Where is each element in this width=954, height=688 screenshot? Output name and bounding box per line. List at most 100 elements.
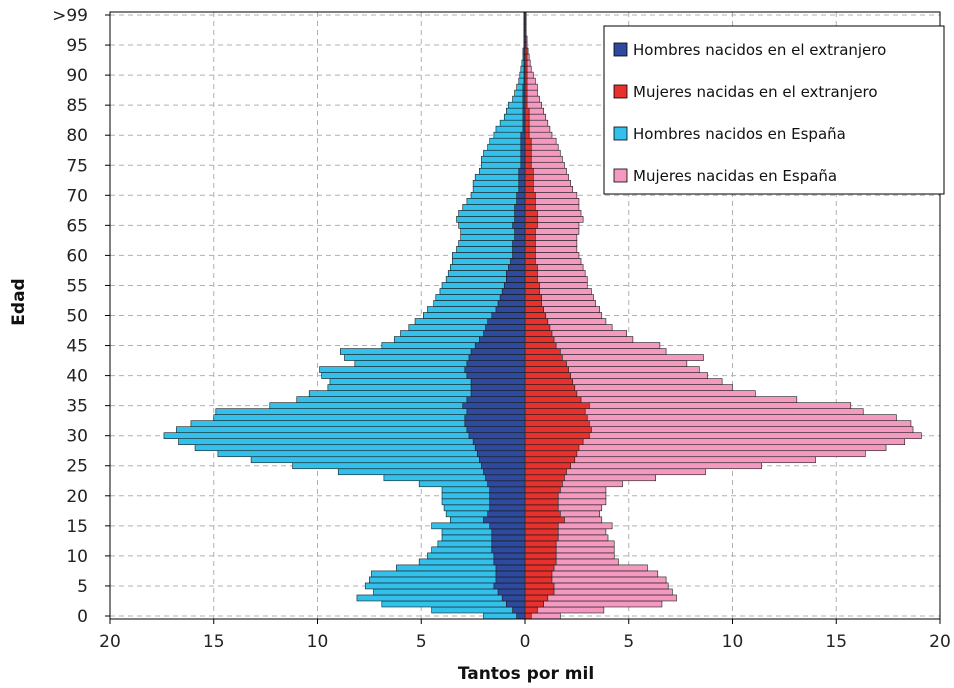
bar-mujeres-extranjero <box>524 179 534 187</box>
y-tick-label: 5 <box>77 577 88 597</box>
bar-hombres-extranjero <box>503 282 526 289</box>
legend-swatch <box>613 126 628 141</box>
bar-hombres-extranjero <box>479 336 526 343</box>
y-tick-label: 0 <box>77 607 88 627</box>
x-tick-label: 20 <box>99 632 121 652</box>
bar-hombres-extranjero <box>518 179 526 187</box>
bar-hombres-extranjero <box>506 270 526 277</box>
x-tick-label: 10 <box>722 632 744 652</box>
y-tick-label: 10 <box>66 547 88 567</box>
bar-hombres-extranjero <box>491 540 526 548</box>
bar-mujeres-extranjero <box>524 546 557 554</box>
bar-mujeres-extranjero <box>524 185 534 193</box>
bar-hombres-extranjero <box>520 161 526 169</box>
bar-mujeres-extranjero <box>524 408 586 415</box>
bar-hombres-extranjero <box>506 600 526 608</box>
y-tick-label: 45 <box>66 337 88 357</box>
bar-mujeres-extranjero <box>524 161 532 169</box>
bar-hombres-extranjero <box>512 606 526 614</box>
bar-mujeres-extranjero <box>524 264 538 271</box>
bar-hombres-extranjero <box>489 504 526 512</box>
bar-mujeres-extranjero <box>524 167 534 175</box>
bar-hombres-extranjero <box>489 486 526 494</box>
bar-mujeres-extranjero <box>524 372 571 379</box>
bar-mujeres-extranjero <box>524 107 530 115</box>
x-tick-label: 10 <box>307 632 329 652</box>
bar-hombres-extranjero <box>520 149 526 157</box>
legend: Hombres nacidos en el extranjero Mujeres … <box>603 25 945 195</box>
bar-mujeres-extranjero <box>524 246 536 253</box>
y-tick-label: 75 <box>66 156 88 176</box>
bar-hombres-extranjero <box>510 258 526 265</box>
bar-mujeres-extranjero <box>524 125 530 133</box>
bar-hombres-extranjero <box>518 173 526 181</box>
bar-mujeres-extranjero <box>524 354 563 361</box>
bar-hombres-extranjero <box>464 420 526 427</box>
bar-hombres-extranjero <box>479 456 526 464</box>
bar-hombres-extranjero <box>514 216 526 223</box>
bar-hombres-extranjero <box>493 558 526 566</box>
y-tick-label: 35 <box>66 397 88 417</box>
bar-hombres-extranjero <box>495 576 526 584</box>
bar-hombres-espana <box>495 125 526 133</box>
bar-mujeres-extranjero <box>524 173 534 181</box>
y-tick-label: 20 <box>66 487 88 507</box>
bar-mujeres-extranjero <box>524 210 538 217</box>
bar-hombres-extranjero <box>520 143 526 151</box>
bar-mujeres-extranjero <box>524 366 569 373</box>
bar-hombres-extranjero <box>466 360 526 367</box>
bar-hombres-extranjero <box>516 612 526 620</box>
bar-mujeres-extranjero <box>524 516 565 524</box>
x-tick-label: 15 <box>825 632 847 652</box>
bar-hombres-espana <box>381 600 526 608</box>
bar-mujeres-extranjero <box>524 228 536 235</box>
x-tick-label: 0 <box>520 632 531 652</box>
bar-hombres-extranjero <box>487 318 526 325</box>
bar-hombres-extranjero <box>470 390 526 397</box>
bar-mujeres-extranjero <box>524 191 536 199</box>
legend-swatch <box>613 84 628 99</box>
bar-hombres-extranjero <box>508 264 526 271</box>
bar-mujeres-extranjero <box>524 444 580 452</box>
bar-hombres-espana <box>487 143 526 151</box>
bar-hombres-extranjero <box>464 366 526 373</box>
bar-mujeres-extranjero <box>524 402 590 409</box>
bar-hombres-extranjero <box>516 198 526 205</box>
y-tick-label: 90 <box>66 66 88 86</box>
bar-hombres-extranjero <box>485 324 526 331</box>
bar-mujeres-extranjero <box>524 468 567 476</box>
bars-layer <box>163 11 922 620</box>
bar-mujeres-extranjero <box>524 450 578 458</box>
bar-mujeres-extranjero <box>524 216 538 223</box>
x-axis-title: Tantos por mil <box>458 664 594 684</box>
bar-mujeres-espana <box>524 600 663 608</box>
bar-mujeres-extranjero <box>524 324 551 331</box>
bar-mujeres-extranjero <box>524 540 557 548</box>
bar-hombres-extranjero <box>495 564 526 572</box>
bar-mujeres-extranjero <box>524 588 555 596</box>
bar-hombres-espana <box>503 113 526 121</box>
bar-hombres-extranjero <box>514 210 526 217</box>
bar-mujeres-extranjero <box>524 222 538 229</box>
bar-hombres-extranjero <box>470 384 526 391</box>
bar-mujeres-extranjero <box>524 270 538 277</box>
legend-box <box>603 25 945 195</box>
bar-mujeres-extranjero <box>524 606 538 614</box>
bar-mujeres-extranjero <box>524 612 532 620</box>
y-tick-label: 70 <box>66 186 88 206</box>
x-tick-label: 5 <box>416 632 427 652</box>
bar-mujeres-extranjero <box>524 294 542 301</box>
bar-hombres-espana <box>483 149 526 157</box>
bar-hombres-espana <box>472 179 526 187</box>
bar-mujeres-extranjero <box>524 131 530 139</box>
bar-mujeres-extranjero <box>524 552 557 560</box>
bar-hombres-extranjero <box>512 222 526 229</box>
bar-mujeres-extranjero <box>524 480 563 488</box>
bar-mujeres-extranjero <box>524 582 555 590</box>
bar-mujeres-extranjero <box>524 360 567 367</box>
bar-mujeres-extranjero <box>524 282 540 289</box>
x-tick-label: 20 <box>929 632 951 652</box>
bar-hombres-extranjero <box>495 306 526 313</box>
legend-swatch <box>613 168 628 183</box>
